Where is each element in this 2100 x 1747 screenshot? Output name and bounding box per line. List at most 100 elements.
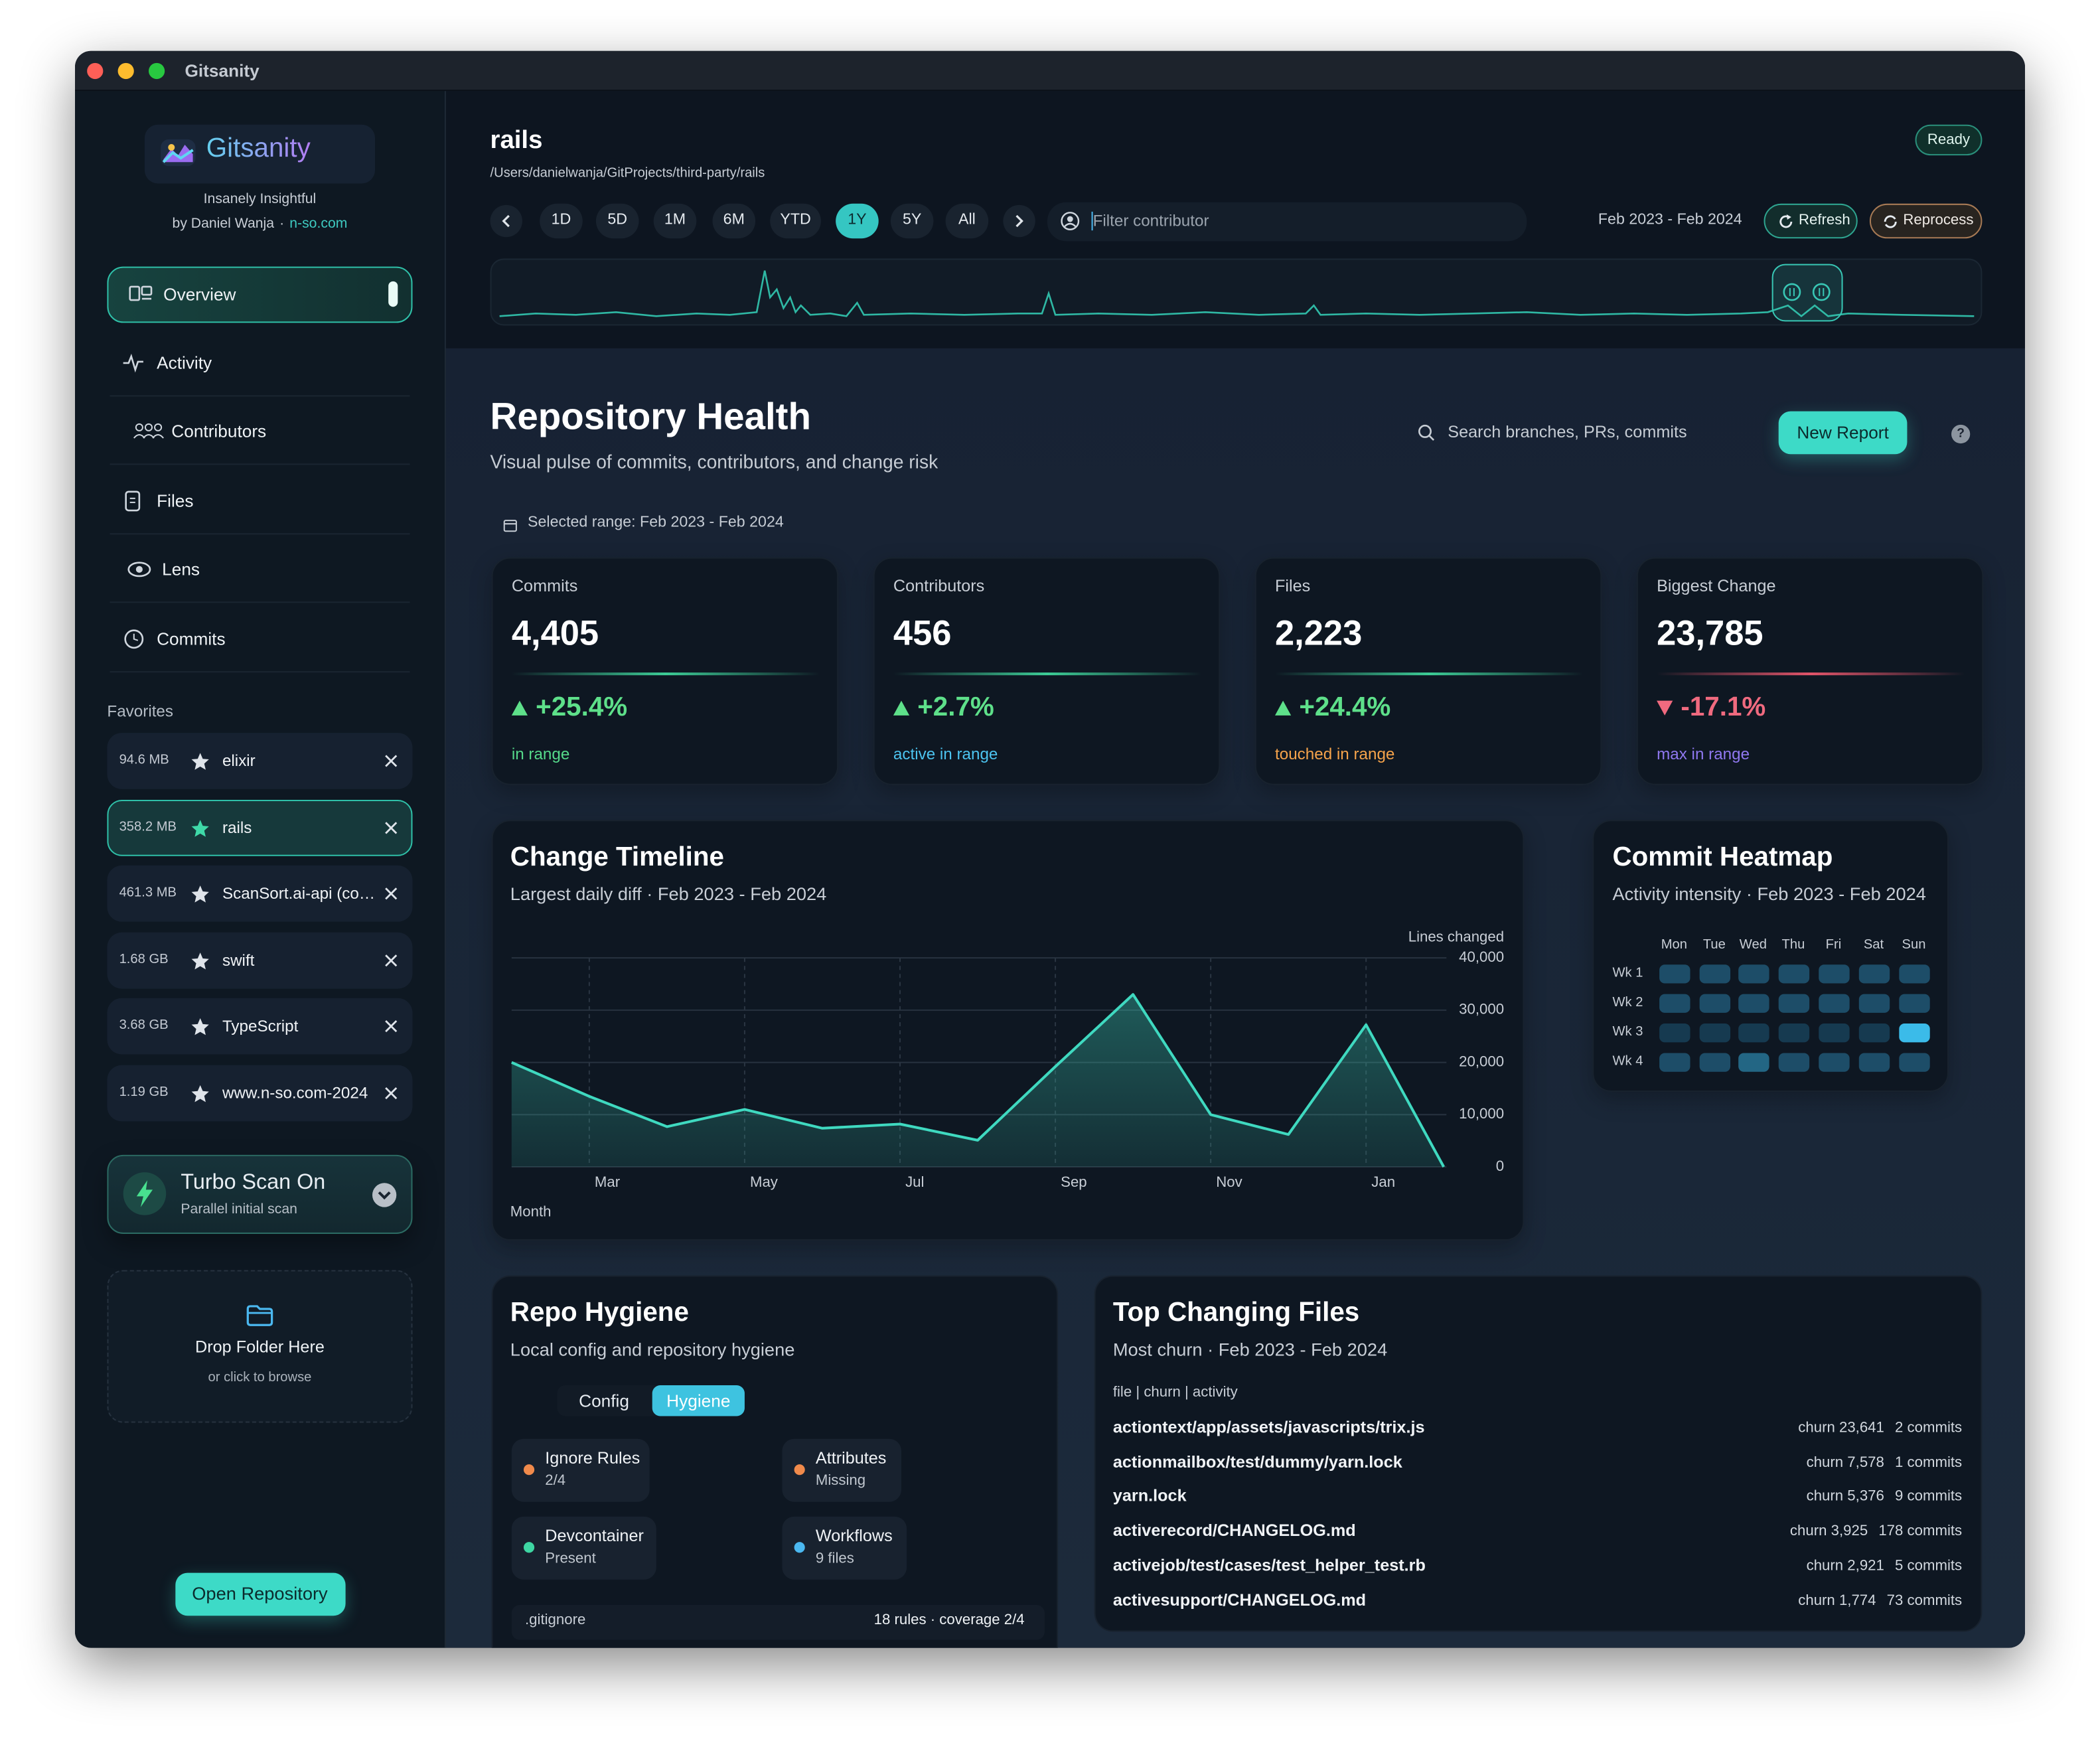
stat-card [1254,557,1602,785]
favorite-remove[interactable] [385,887,398,900]
file-path[interactable]: activejob/test/cases/test_helper_test.rb [1112,1556,1426,1575]
range-label[interactable]: 1Y [848,212,867,228]
range-button-active[interactable] [836,203,879,239]
favorite-star [190,1017,208,1035]
help-label[interactable]: ? [1957,426,1965,441]
nav-item[interactable]: Activity [157,352,212,373]
favorite-remove[interactable] [385,822,398,834]
icon-shape [502,214,510,228]
icon-shape [499,270,1975,318]
favorite-row[interactable] [107,998,413,1055]
search-box[interactable]: Search branches, PRs, commits [1448,422,1687,442]
top-files-subtitle: Most churn · Feb 2023 - Feb 2024 [1112,1339,1388,1360]
hygiene-item-name: Devcontainer [545,1526,644,1546]
new-report-label[interactable]: New Report [1797,422,1889,443]
open-button[interactable] [175,1572,346,1616]
heatmap-column: Wed [1739,937,1767,953]
range-label[interactable]: 1D [551,212,571,228]
stat-card [491,557,839,785]
file-path[interactable]: yarn.lock [1112,1486,1187,1505]
window-control[interactable] [148,62,165,80]
file-churn: churn 3,925 [1789,1523,1868,1540]
refresh-label[interactable]: Refresh [1798,212,1850,228]
icon-shape [378,1191,391,1200]
stat-value: 23,785 [1657,613,1763,653]
x-tick-label: Sep [1061,1174,1087,1190]
range-button[interactable] [540,203,583,239]
icon-shape [511,700,528,715]
favorite-row[interactable] [107,865,413,922]
range-label[interactable]: 5D [607,212,628,228]
range-next[interactable] [1003,204,1035,238]
y-tick-label: 0 [1496,1158,1504,1174]
favorite-remove[interactable] [385,1087,398,1100]
status-label: Ready [1927,131,1971,147]
stat-change: +24.4% [1299,692,1391,722]
turbo-toggle[interactable] [372,1183,397,1207]
heatmap-cell [1898,964,1929,984]
range-label[interactable]: 5Y [902,212,922,228]
tab[interactable]: Hygiene [666,1390,731,1410]
drop-zone[interactable] [107,1270,413,1423]
favorite-remove[interactable] [385,755,398,767]
heatmap-row: Wk 4 [1612,1054,1643,1069]
timeline-card [491,820,1525,1241]
range-label[interactable]: All [958,212,976,228]
tab-active[interactable] [652,1385,745,1416]
range-label[interactable]: 1M [664,212,686,228]
favorite-remove[interactable] [385,1020,398,1033]
nav-divider [110,601,410,603]
contributor-filter[interactable] [1047,202,1527,242]
range-prev[interactable] [490,204,522,238]
file-path[interactable]: actionmailbox/test/dummy/yarn.lock [1112,1452,1402,1472]
nav-item[interactable]: Commits [157,629,226,649]
favorite-row[interactable] [107,733,413,789]
tab[interactable]: Config [579,1390,629,1410]
favorite-name: elixir [222,751,256,771]
favorite-remove[interactable] [385,954,398,967]
icon-shape [168,143,175,151]
range-label[interactable]: YTD [780,212,811,228]
new-report-button[interactable] [1778,411,1908,455]
nav-icon [123,353,143,373]
open-button-label[interactable]: Open Repository [192,1583,328,1604]
nav-item[interactable]: Files [157,491,194,511]
range-button[interactable] [595,203,639,239]
range-button[interactable] [653,203,697,239]
file-path[interactable]: actiontext/app/assets/javascripts/trix.j… [1112,1418,1425,1437]
nav-item-active[interactable] [107,266,413,323]
site-link[interactable]: n-so.com [289,215,348,232]
nav-item[interactable]: Lens [162,559,200,579]
file-path[interactable]: activesupport/CHANGELOG.md [1112,1590,1367,1610]
icon-shape [385,954,398,967]
range-button[interactable] [945,203,989,239]
range-button[interactable] [770,203,821,239]
heatmap-title: Commit Heatmap [1612,842,1833,872]
heatmap-column: Mon [1661,937,1687,953]
heatmap-column: Thu [1781,937,1805,953]
filter-placeholder[interactable]: Filter contributor [1092,211,1209,230]
file-activity: 73 commits [1886,1592,1963,1610]
favorite-row[interactable] [107,932,413,989]
range-label[interactable]: 6M [723,212,745,228]
window-control[interactable] [87,62,104,80]
help-button[interactable] [1951,424,1971,444]
icon-shape [1067,216,1073,222]
range-button[interactable] [712,203,756,239]
title-bar [75,50,2025,92]
reprocess-label[interactable]: Reprocess [1903,212,1974,228]
range-button[interactable] [890,203,934,239]
favorite-row[interactable] [107,799,413,856]
icon-shape [893,700,910,715]
chart-subtitle: Largest daily diff · Feb 2023 - Feb 2024 [510,883,827,905]
trend-arrow [1657,700,1673,715]
nav-item[interactable]: Overview [163,284,236,305]
favorite-row[interactable] [107,1065,413,1122]
search-icon [1418,424,1435,441]
favorite-size: 461.3 MB [119,885,177,901]
file-path[interactable]: activerecord/CHANGELOG.md [1112,1521,1356,1541]
reprocess-button[interactable] [1869,203,1983,239]
window-control[interactable] [117,62,134,80]
drop-subtitle: or click to browse [208,1370,312,1386]
nav-item[interactable]: Contributors [171,421,267,441]
